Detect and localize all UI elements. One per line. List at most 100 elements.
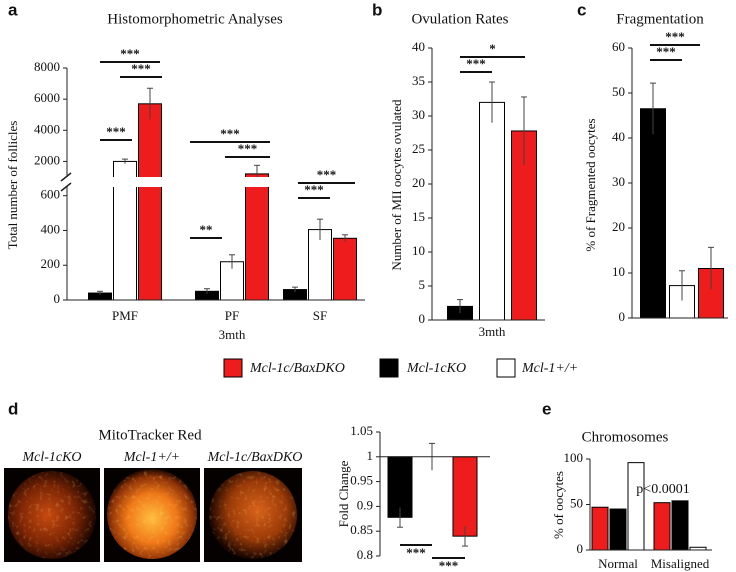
bar — [640, 108, 666, 319]
significance-label: *** — [120, 46, 140, 61]
x-axis-label: 3mth — [219, 327, 246, 342]
legend-swatch — [223, 358, 243, 378]
y-tick-label: 6000 — [34, 90, 60, 105]
bar — [479, 101, 505, 321]
y-tick-label: 0.8 — [357, 547, 373, 562]
significance-label: * — [489, 41, 496, 56]
panel-letter: a — [8, 0, 18, 19]
y-tick-label: 600 — [41, 187, 61, 202]
y-tick-label: 1 — [367, 448, 374, 463]
legend-label: Mcl-1cKO — [406, 361, 466, 376]
significance-label: *** — [317, 167, 337, 182]
bar — [333, 237, 357, 301]
image-label: Mcl-1cKO — [21, 450, 81, 465]
panel-letter: e — [542, 399, 551, 418]
break-mark — [60, 182, 72, 192]
y-tick-label: 0.9 — [357, 497, 373, 512]
significance-label: ** — [200, 222, 213, 237]
chart-title: Fragmentation — [616, 11, 704, 27]
legend-label: Mcl-1+/+ — [521, 361, 578, 376]
y-tick-label: 35 — [412, 73, 425, 88]
y-tick-label: 4000 — [34, 121, 60, 136]
y-tick-label: 20 — [412, 175, 425, 190]
y-tick-label: 20 — [612, 219, 625, 234]
y-tick-label: 40 — [412, 39, 425, 54]
x-tick-label: PF — [225, 308, 239, 323]
significance-label: *** — [665, 29, 685, 44]
bar — [653, 502, 671, 551]
bar — [138, 103, 162, 301]
bar — [452, 456, 478, 537]
x-tick-label: Misaligned — [651, 556, 710, 571]
chart-title: Ovulation Rates — [411, 11, 508, 27]
y-tick-label: 200 — [41, 256, 61, 271]
y-tick-label: 5 — [419, 277, 426, 292]
bar — [245, 173, 269, 301]
image-title: MitoTracker Red — [98, 427, 202, 443]
significance-label: *** — [466, 56, 486, 71]
y-tick-label: 0.95 — [350, 473, 373, 488]
bar — [308, 229, 332, 301]
y-tick-label: 0 — [54, 291, 61, 306]
y-tick-label: 10 — [412, 243, 425, 258]
panel-letter: c — [577, 0, 586, 19]
image-label: Mcl-1c/BaxDKO — [207, 450, 303, 465]
y-tick-label: 2000 — [34, 152, 60, 167]
panel-letter: d — [8, 399, 18, 418]
chart-title: Histomorphometric Analyses — [107, 11, 283, 27]
y-tick-label: 50 — [570, 495, 583, 510]
significance-label: *** — [656, 44, 676, 59]
y-tick-label: 30 — [612, 174, 625, 189]
bar — [591, 506, 609, 551]
image-texture — [209, 471, 297, 559]
y-axis-label: Total number of follicles — [5, 121, 20, 250]
y-tick-label: 1.05 — [350, 423, 373, 438]
y-tick-label: 15 — [412, 209, 425, 224]
y-axis-label: Fold Change — [336, 460, 351, 527]
y-tick-label: 10 — [612, 264, 625, 279]
axis-break-gap — [55, 177, 365, 187]
y-tick-label: 100 — [564, 450, 584, 465]
y-axis-label: Number of MII oocytes ovulated — [389, 99, 404, 271]
y-tick-label: 400 — [41, 221, 61, 236]
y-tick-label: 50 — [612, 84, 625, 99]
significance-label: *** — [304, 182, 324, 197]
y-tick-label: 0 — [619, 309, 626, 324]
y-tick-label: 25 — [412, 141, 425, 156]
legend-swatch — [496, 358, 516, 378]
bar — [627, 462, 645, 551]
y-tick-label: 40 — [612, 129, 625, 144]
x-tick-label: PMF — [112, 308, 138, 323]
significance-label: *** — [106, 124, 126, 139]
image-texture — [8, 471, 96, 559]
y-tick-label: 0.85 — [350, 522, 373, 537]
bar — [671, 500, 689, 551]
bar — [609, 508, 627, 551]
y-tick-label: 0 — [577, 541, 584, 556]
y-tick-label: 60 — [612, 39, 625, 54]
x-tick-label: 3mth — [479, 324, 506, 339]
micrographs — [4, 468, 302, 562]
significance-label: *** — [220, 126, 240, 141]
legend-label: Mcl-1c/BaxDKO — [249, 361, 345, 376]
significance-label: *** — [238, 141, 258, 156]
panel-letter: b — [372, 0, 382, 19]
x-tick-label: Normal — [598, 556, 638, 571]
y-tick-label: 30 — [412, 107, 425, 122]
chart-title: Chromosomes — [582, 429, 669, 445]
significance-label: *** — [131, 61, 151, 76]
significance-label: *** — [406, 545, 426, 560]
annotation: p<0.0001 — [636, 482, 689, 497]
break-mark — [60, 172, 72, 182]
y-axis-label: % of oocytes — [551, 471, 566, 539]
y-tick-label: 0 — [419, 311, 426, 326]
y-tick-label: 8000 — [34, 59, 60, 74]
y-axis-label: % of Fragmented oocytes — [583, 118, 598, 251]
bar — [387, 456, 413, 518]
legend-swatch — [379, 358, 399, 378]
significance-label: *** — [439, 558, 459, 572]
image-texture — [107, 469, 197, 559]
image-label: Mcl-1+/+ — [123, 450, 180, 465]
x-tick-label: SF — [313, 308, 327, 323]
